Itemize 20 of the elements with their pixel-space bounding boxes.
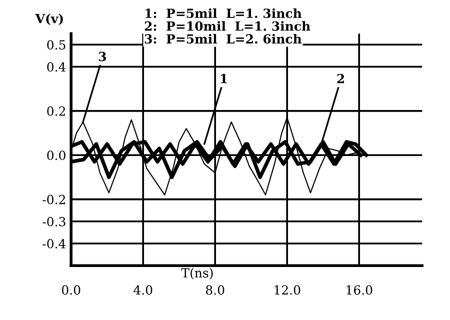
y-tick-label: 0.0 xyxy=(47,150,66,160)
x-tick-label: 8.0 xyxy=(206,285,224,295)
annotation: 3: P=5mil L=2. 6inch xyxy=(144,34,302,44)
text: 2: P=10mil L=1. 3inch xyxy=(144,21,310,31)
x-tick-label: 4.0 xyxy=(134,285,152,295)
y-tick-label: 0.2 xyxy=(47,106,66,116)
annotation: 3 xyxy=(98,52,106,62)
y-axis-title: V(v) xyxy=(35,14,63,26)
text: 1: P=5mil L=1. 3inch xyxy=(146,8,302,18)
annotation: 1 xyxy=(220,74,227,84)
x-tick-label: 12.0 xyxy=(274,285,300,295)
x-tick-label: 16.0 xyxy=(346,285,372,295)
y-tick-label: -0.3 xyxy=(42,216,66,226)
x-tick-label: 0.0 xyxy=(62,285,80,295)
y-tick-label: 0.4 xyxy=(47,62,66,72)
x-axis-title: T(ns) xyxy=(181,268,213,280)
y-tick-label: -0.2 xyxy=(42,194,66,204)
y-tick-label: 0.5 xyxy=(47,40,66,50)
y-tick-label: -0.4 xyxy=(42,238,66,248)
annotation: 2 xyxy=(337,74,344,84)
